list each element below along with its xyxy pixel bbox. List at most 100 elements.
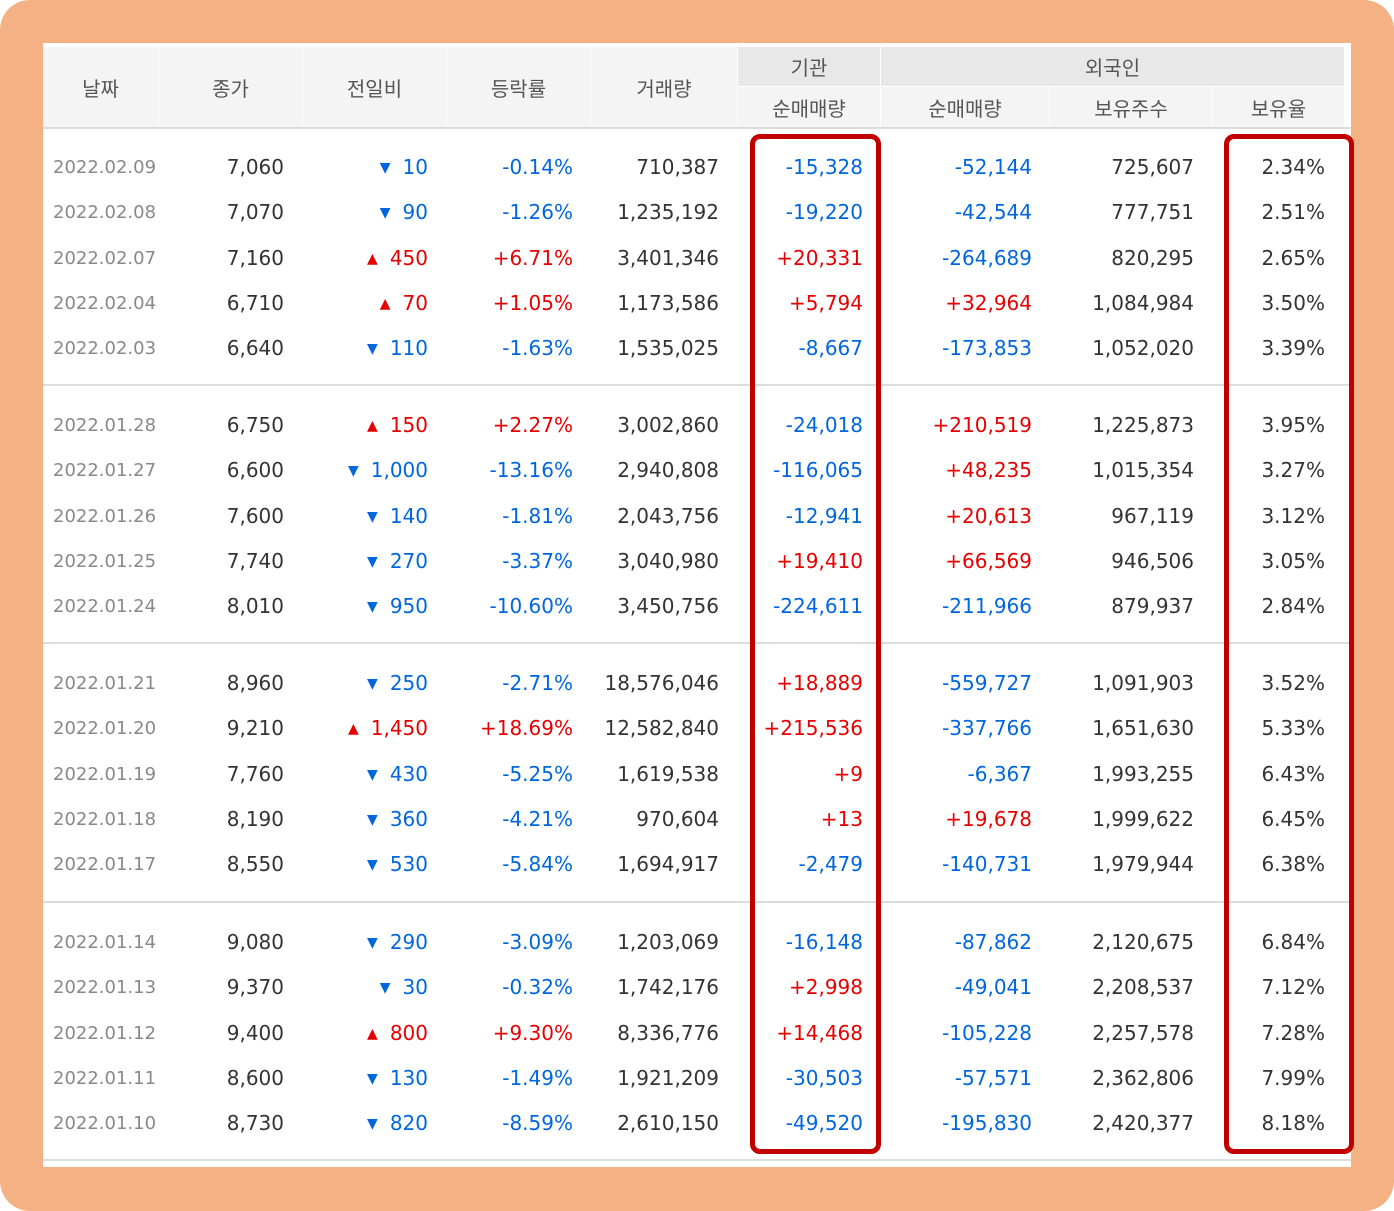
- institution-net-buy-cell: +13: [820, 806, 863, 831]
- holding-ratio-cell: 3.52%: [1261, 671, 1325, 695]
- change-cell: ▲ 70: [380, 281, 428, 326]
- header-holdings: 보유주수: [1050, 87, 1212, 127]
- table-row: 2022.02.09 7,060 ▼ 10 -0.14% 710,387 -15,328 -5…: [43, 145, 1351, 190]
- institution-net-buy-cell: -116,065: [773, 458, 863, 483]
- foreign-net-buy-cell: -559,727: [942, 671, 1032, 695]
- change-value: 800: [389, 1020, 428, 1045]
- foreign-net-buy-cell: +19,678: [945, 806, 1032, 831]
- change-cell: ▼ 530: [367, 842, 428, 887]
- header-close: 종가: [159, 47, 302, 127]
- date-cell: 2022.01.19: [53, 763, 157, 785]
- rate-cell: -1.26%: [502, 200, 573, 225]
- triangle-down-icon: ▼: [379, 205, 391, 222]
- volume-cell: 2,940,808: [617, 458, 719, 483]
- holding-ratio-cell: 6.43%: [1261, 761, 1325, 786]
- institution-net-buy-cell: -16,148: [785, 930, 863, 954]
- institution-net-buy-cell: -30,503: [785, 1065, 863, 1090]
- header-change: 전일비: [303, 47, 446, 127]
- date-cell: 2022.02.08: [53, 202, 157, 224]
- header-holding-ratio: 보유율: [1213, 87, 1344, 127]
- holdings-cell: 1,225,873: [1092, 413, 1194, 437]
- close-cell: 9,210: [226, 716, 284, 741]
- triangle-down-icon: ▼: [367, 1116, 378, 1133]
- rate-cell: -2.71%: [502, 671, 573, 695]
- header-foreign-net-buy: 순매매량: [881, 87, 1049, 127]
- change-cell: ▼ 950: [367, 584, 428, 629]
- volume-cell: 970,604: [636, 806, 719, 831]
- close-cell: 6,710: [226, 290, 284, 315]
- close-cell: 7,160: [226, 245, 284, 270]
- foreign-net-buy-cell: -42,544: [954, 200, 1032, 225]
- close-cell: 9,080: [226, 930, 284, 954]
- change-value: 530: [389, 852, 428, 877]
- change-cell: ▼ 30: [380, 965, 428, 1010]
- triangle-down-icon: ▼: [367, 341, 378, 358]
- holdings-cell: 1,651,630: [1092, 716, 1194, 741]
- holdings-cell: 1,091,903: [1092, 671, 1194, 695]
- foreign-net-buy-cell: +32,964: [945, 290, 1032, 315]
- triangle-down-icon: ▼: [367, 676, 378, 692]
- holding-ratio-highlight: [1224, 134, 1354, 1154]
- foreign-net-buy-cell: -264,689: [942, 245, 1032, 270]
- institution-net-buy-cell: -8,667: [798, 336, 863, 361]
- holding-ratio-cell: 6.45%: [1261, 806, 1325, 831]
- date-cell: 2022.02.03: [53, 338, 157, 360]
- close-cell: 8,190: [226, 806, 284, 831]
- close-cell: 7,740: [226, 548, 284, 573]
- holdings-cell: 2,120,675: [1092, 930, 1194, 954]
- volume-cell: 8,336,776: [617, 1020, 719, 1045]
- header-bottom-divider: [43, 127, 1351, 129]
- triangle-down-icon: ▼: [367, 508, 378, 525]
- triangle-down-icon: ▼: [379, 160, 391, 176]
- close-cell: 7,070: [226, 200, 284, 225]
- change-cell: ▼ 290: [367, 920, 428, 965]
- change-value: 10: [402, 155, 428, 179]
- triangle-up-icon: ▲: [347, 721, 359, 738]
- holdings-cell: 1,993,255: [1092, 761, 1194, 786]
- group-divider: [43, 384, 1351, 386]
- holding-ratio-cell: 2.34%: [1261, 155, 1325, 179]
- table-row: 2022.01.14 9,080 ▼ 290 -3.09% 1,203,069 -16,14…: [43, 920, 1351, 965]
- volume-cell: 1,921,209: [617, 1065, 719, 1090]
- volume-cell: 1,173,586: [617, 290, 719, 315]
- foreign-net-buy-cell: +66,569: [945, 548, 1032, 573]
- close-cell: 7,760: [226, 761, 284, 786]
- change-value: 30: [402, 975, 428, 1000]
- holdings-cell: 879,937: [1111, 594, 1194, 619]
- rate-cell: -8.59%: [502, 1111, 573, 1136]
- table-row: 2022.01.19 7,760 ▼ 430 -5.25% 1,619,538 +9 -6,3…: [43, 752, 1351, 797]
- foreign-net-buy-cell: -337,766: [942, 716, 1032, 741]
- change-value: 270: [389, 548, 428, 573]
- table-row: 2022.02.04 6,710 ▲ 70 +1.05% 1,173,586 +5,794 +…: [43, 281, 1351, 326]
- institution-net-buy-cell: -19,220: [785, 200, 863, 225]
- close-cell: 6,750: [226, 413, 284, 437]
- holding-ratio-cell: 7.99%: [1261, 1065, 1325, 1090]
- date-cell: 2022.01.14: [53, 932, 157, 953]
- table-row: 2022.01.28 6,750 ▲ 150 +2.27% 3,002,860 -24,01…: [43, 403, 1351, 448]
- holding-ratio-cell: 6.38%: [1261, 852, 1325, 877]
- table-row: 2022.01.13 9,370 ▼ 30 -0.32% 1,742,176 +2,998 -…: [43, 965, 1351, 1010]
- change-cell: ▼ 140: [367, 494, 428, 539]
- triangle-down-icon: ▼: [367, 811, 378, 828]
- change-value: 90: [402, 200, 428, 225]
- institution-net-buy-cell: +14,468: [776, 1020, 863, 1045]
- date-cell: 2022.01.10: [53, 1113, 157, 1135]
- table-row: 2022.01.18 8,190 ▼ 360 -4.21% 970,604 +13 +19,6…: [43, 797, 1351, 842]
- rate-cell: -4.21%: [502, 806, 573, 831]
- change-cell: ▲ 450: [367, 236, 428, 281]
- change-value: 110: [389, 336, 428, 361]
- holdings-cell: 2,208,537: [1092, 975, 1194, 1000]
- change-cell: ▼ 10: [380, 145, 428, 190]
- holding-ratio-cell: 3.12%: [1261, 503, 1325, 528]
- foreign-net-buy-cell: -140,731: [942, 852, 1032, 877]
- change-cell: ▲ 150: [367, 403, 428, 448]
- holdings-cell: 946,506: [1111, 548, 1194, 573]
- institution-net-buy-cell: -2,479: [798, 852, 863, 877]
- triangle-down-icon: ▼: [367, 857, 378, 874]
- change-cell: ▼ 430: [367, 752, 428, 797]
- header-foreign: 외국인: [881, 47, 1344, 86]
- foreign-net-buy-cell: -57,571: [954, 1065, 1032, 1090]
- date-cell: 2022.01.12: [53, 1022, 157, 1044]
- rate-cell: -0.14%: [502, 155, 573, 179]
- header-institution: 기관: [738, 47, 880, 86]
